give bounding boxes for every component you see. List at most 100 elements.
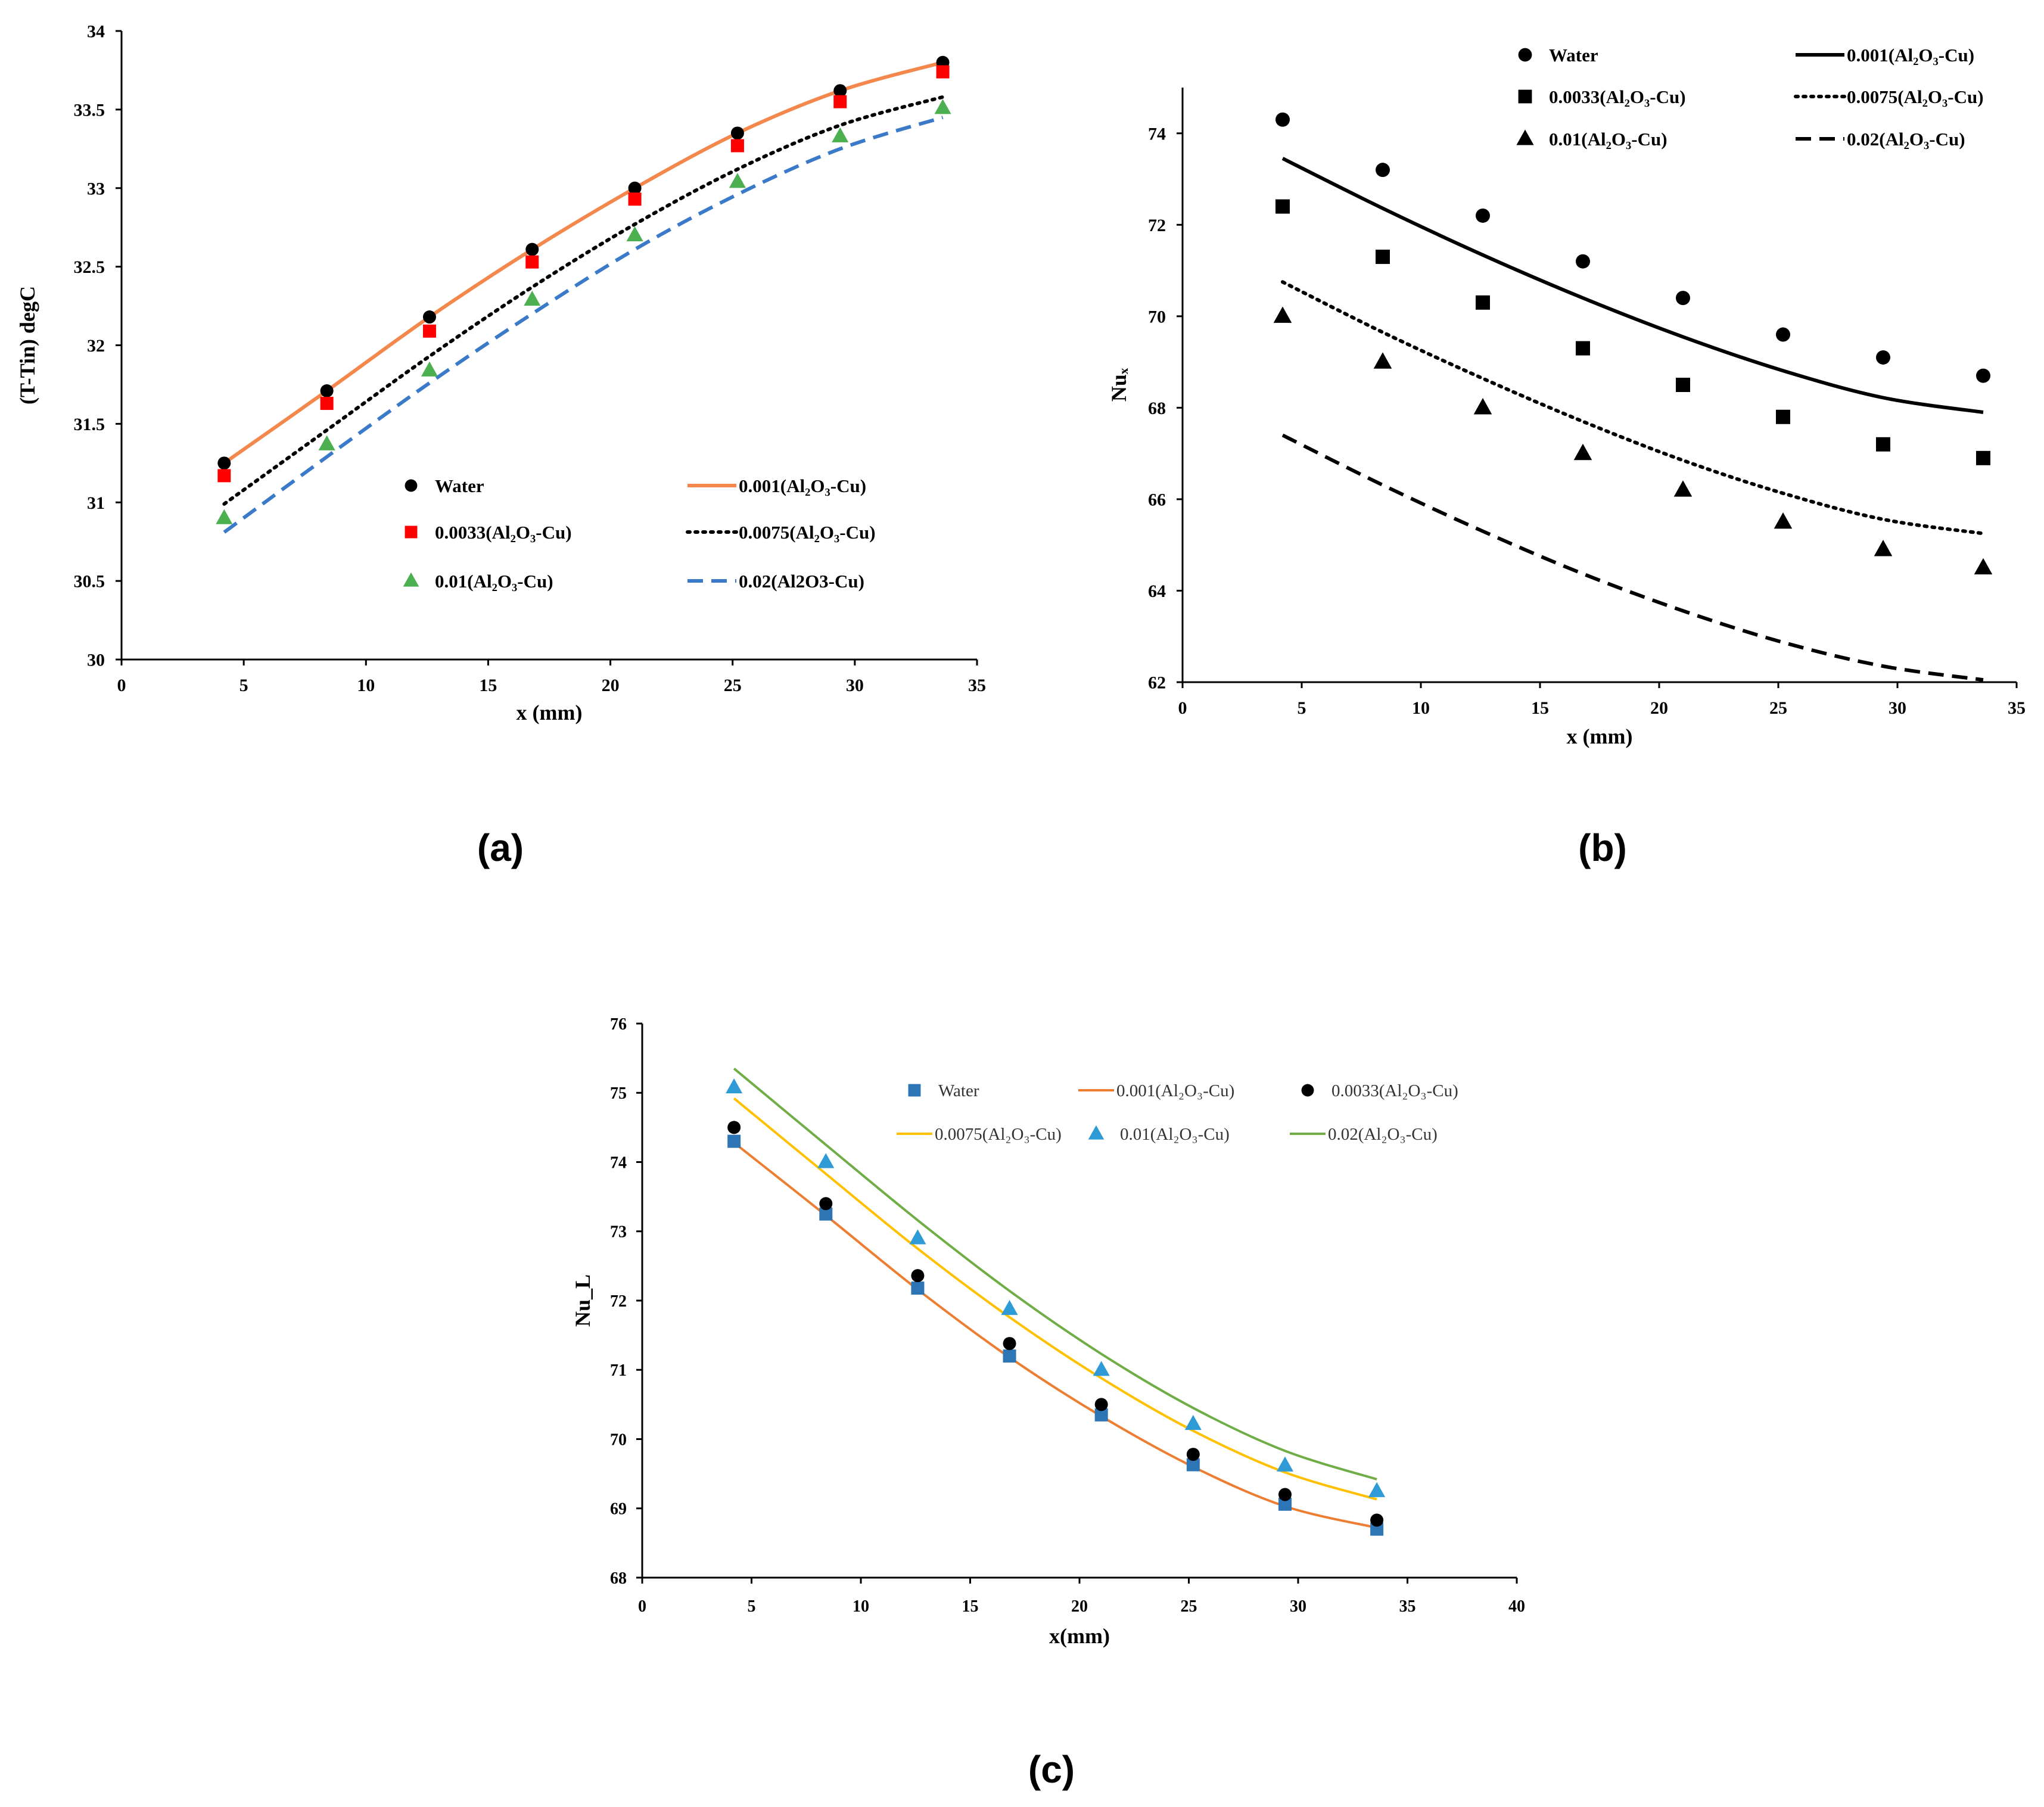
series-line-a-0-0075-al-o-cu	[222, 95, 945, 506]
x-tick-label-b: 15	[1531, 698, 1549, 718]
y-tick-label-c: 75	[610, 1084, 627, 1103]
chart-b: 62 64 66 68 70 72 74 0 5 10 15 20 25 30 35 x (mm) Nuₓ Wat…	[1107, 45, 2026, 748]
x-axis-title-c: x(mm)	[1049, 1624, 1110, 1648]
y-tick-label-c: 71	[610, 1361, 627, 1380]
data-point-a-water	[217, 456, 231, 470]
y-axis-title-a: (T-Tin) degC	[15, 286, 39, 405]
y-tick-label-b: 68	[1148, 399, 1166, 418]
x-axis-title-b: x (mm)	[1567, 724, 1633, 748]
data-point-a-0-01-al-o-cu	[524, 291, 541, 306]
x-tick-label-b: 0	[1178, 698, 1187, 718]
data-point-c-water	[1186, 1458, 1200, 1472]
legend-marker-b-water	[1518, 48, 1532, 62]
data-point-b-0-0033-al-o-cu	[1376, 250, 1390, 265]
data-point-a-water	[730, 126, 744, 140]
data-point-a-0-0033-al-o-cu	[730, 139, 744, 153]
chart-c: 68 69 70 71 72 73 74 75 76 0 5 10 15 20 25 30 35 40 x(mm) N…	[571, 1015, 1525, 1648]
data-point-c-0-0033-al-o-cu	[1094, 1398, 1108, 1411]
data-point-b-water	[1976, 368, 1990, 383]
y-axis-title-c: Nu_L	[571, 1274, 595, 1327]
series-line-c-0-0075-al-o-cu	[733, 1097, 1377, 1501]
x-tick-label-c: 10	[853, 1597, 869, 1616]
x-tick-label-a: 30	[846, 676, 864, 695]
data-point-b-0-0033-al-o-cu	[1676, 378, 1690, 392]
y-tick-label-c: 72	[610, 1292, 627, 1311]
data-point-a-0-0033-al-o-cu	[422, 324, 436, 338]
y-tick-label-c: 68	[610, 1569, 627, 1588]
x-tick-label-c: 40	[1508, 1597, 1525, 1616]
x-tick-label-a: 35	[968, 676, 986, 695]
y-tick-label-a: 33.5	[74, 100, 105, 120]
data-point-c-0-01-al-o-cu	[726, 1078, 743, 1094]
x-tick-label-b: 10	[1412, 698, 1430, 718]
x-tick-label-b: 35	[2008, 698, 2026, 718]
legend-marker-a-water	[405, 479, 418, 492]
legend-label-c-0-0033-al-o-cu: 0.0033(Al₂O₃-Cu)	[1331, 1081, 1458, 1100]
data-point-b-water	[1776, 327, 1790, 342]
caption-a: (a)	[477, 826, 524, 869]
data-point-b-water	[1476, 208, 1490, 223]
x-tick-label-a: 5	[239, 676, 248, 695]
y-tick-label-a: 30	[87, 651, 105, 670]
x-tick-label-c: 35	[1399, 1597, 1416, 1616]
legend-label-a-0-0033-al-o-cu: 0.0033(Al₂O₃-Cu)	[435, 522, 572, 543]
data-point-c-0-01-al-o-cu	[1184, 1414, 1202, 1430]
x-tick-label-b: 25	[1769, 698, 1787, 718]
caption-b: (b)	[1578, 826, 1627, 869]
x-axis-title-a: x (mm)	[517, 701, 583, 724]
y-tick-label-b: 62	[1148, 673, 1166, 693]
data-point-c-0-0033-al-o-cu	[819, 1197, 833, 1211]
y-tick-label-a: 32	[87, 336, 105, 356]
legend-label-c-0-02-al-o-cu: 0.02(Al₂O₃-Cu)	[1328, 1125, 1438, 1144]
x-tick-label-c: 15	[962, 1597, 979, 1616]
data-point-b-0-01-al-o-cu	[1373, 352, 1392, 369]
legend-marker-b-0-01-al-o-cu	[1516, 129, 1534, 145]
data-point-c-water	[1003, 1349, 1016, 1363]
data-point-a-water	[628, 181, 642, 195]
data-point-c-0-01-al-o-cu	[1368, 1482, 1386, 1497]
y-tick-label-c: 73	[610, 1223, 627, 1242]
legend-label-a-0-01-al-o-cu: 0.01(Al₂O₃-Cu)	[435, 571, 553, 592]
data-point-c-0-0033-al-o-cu	[1003, 1337, 1016, 1351]
y-tick-label-b: 64	[1148, 581, 1166, 601]
data-point-b-water	[1876, 350, 1890, 365]
x-tick-label-b: 30	[1889, 698, 1906, 718]
data-point-c-0-01-al-o-cu	[1276, 1456, 1294, 1472]
legend-label-c-0-01-al-o-cu: 0.01(Al₂O₃-Cu)	[1120, 1125, 1230, 1144]
data-point-c-0-0033-al-o-cu	[1186, 1448, 1200, 1461]
data-point-a-0-01-al-o-cu	[216, 509, 233, 524]
y-axis-title-b: Nuₓ	[1107, 368, 1131, 402]
data-point-c-0-01-al-o-cu	[1093, 1361, 1110, 1376]
x-tick-label-a: 0	[117, 676, 126, 695]
data-point-b-0-01-al-o-cu	[1673, 480, 1693, 497]
legend-marker-a-0-0033-al-o-cu	[405, 525, 418, 539]
x-tick-label-c: 30	[1290, 1597, 1306, 1616]
y-tick-label-b: 72	[1148, 216, 1166, 235]
legend-label-a-water: Water	[435, 475, 484, 496]
y-tick-label-a: 31.5	[74, 415, 105, 434]
data-point-a-water	[422, 310, 436, 324]
y-tick-label-a: 32.5	[74, 257, 105, 277]
data-point-b-0-01-al-o-cu	[1473, 398, 1492, 415]
data-point-c-0-0033-al-o-cu	[1370, 1513, 1384, 1527]
data-point-c-0-01-al-o-cu	[1001, 1299, 1018, 1315]
x-tick-label-a: 10	[357, 676, 375, 695]
legend-marker-c-0-01-al-o-cu	[1088, 1125, 1105, 1140]
data-point-a-0-01-al-o-cu	[934, 99, 951, 114]
data-point-a-water	[525, 242, 539, 256]
y-tick-label-a: 30.5	[74, 572, 105, 592]
data-point-b-0-0033-al-o-cu	[1275, 199, 1290, 214]
y-tick-label-c: 69	[610, 1500, 627, 1519]
y-tick-label-b: 74	[1148, 124, 1166, 144]
data-point-c-0-01-al-o-cu	[909, 1229, 926, 1245]
data-point-a-0-0033-al-o-cu	[936, 65, 950, 79]
data-point-b-0-0033-al-o-cu	[1576, 341, 1590, 356]
data-point-a-0-01-al-o-cu	[832, 127, 849, 142]
data-point-c-water	[1094, 1408, 1108, 1422]
data-point-c-0-0033-al-o-cu	[911, 1269, 925, 1283]
data-point-b-0-0033-al-o-cu	[1476, 295, 1490, 310]
data-point-c-0-0033-al-o-cu	[727, 1121, 741, 1134]
data-point-c-water	[727, 1134, 741, 1148]
